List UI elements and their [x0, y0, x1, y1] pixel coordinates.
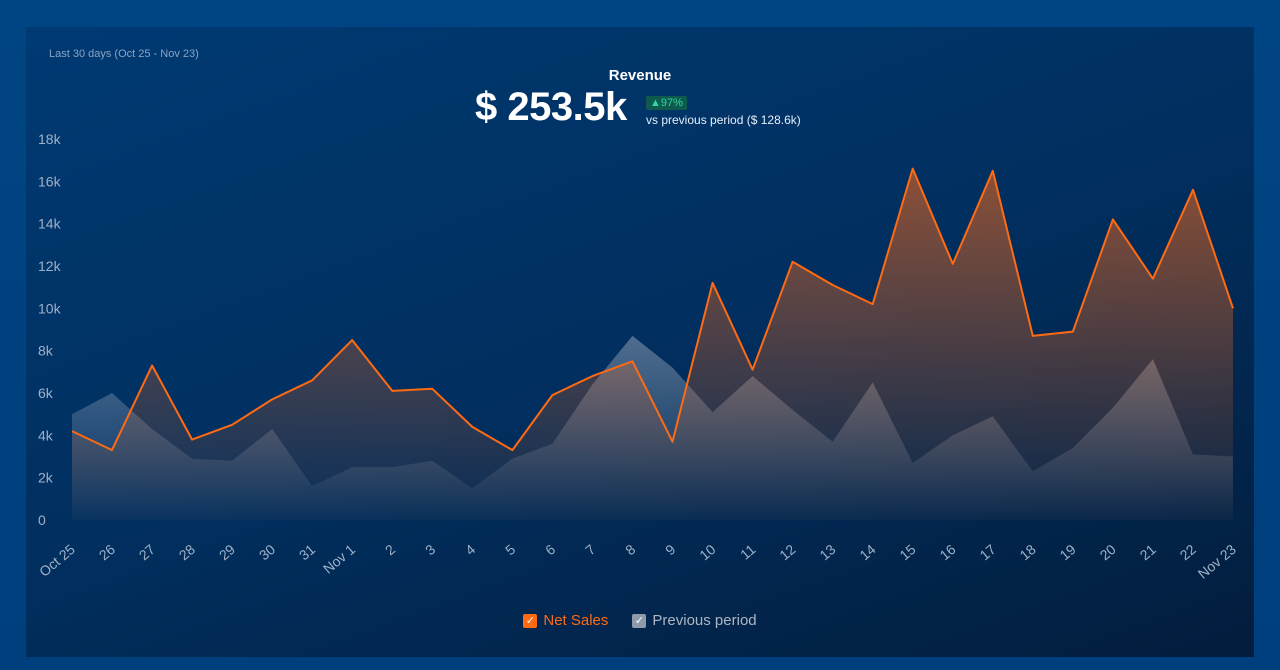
y-tick-label: 8k	[38, 343, 54, 359]
x-tick-label: Nov 1	[320, 541, 358, 577]
y-tick-label: 4k	[38, 427, 54, 443]
x-tick-label: 10	[696, 541, 718, 563]
legend-previous-period[interactable]: ✓ Previous period	[632, 612, 757, 629]
y-tick-label: 12k	[38, 258, 62, 274]
x-tick-label: 26	[96, 541, 118, 563]
x-tick-label: 11	[737, 541, 759, 563]
x-tick-label: Nov 23	[1195, 541, 1239, 582]
x-tick-label: 18	[1017, 541, 1039, 563]
widget-title: Revenue	[608, 67, 672, 84]
previous-period-checkbox[interactable]: ✓	[632, 613, 647, 628]
x-tick-label: 3	[422, 541, 438, 558]
y-tick-label: 18k	[38, 131, 62, 147]
x-tick-label: 7	[582, 541, 598, 558]
comparison-text: vs previous period ($ 128.6k)	[646, 113, 801, 127]
y-tick-label: 0	[38, 512, 46, 528]
previous-period-label: Previous period	[652, 612, 757, 629]
chart-legend: ✓ Net Sales ✓ Previous period	[26, 612, 1254, 629]
x-tick-label: 4	[462, 541, 478, 558]
x-tick-label: 29	[216, 541, 238, 563]
net-sales-area	[72, 168, 1233, 520]
x-tick-label: 20	[1097, 541, 1119, 563]
x-tick-label: 28	[176, 541, 198, 563]
revenue-total: $ 253.5k	[475, 85, 627, 129]
x-tick-label: 16	[936, 541, 958, 563]
x-tick-label: 14	[856, 541, 878, 563]
x-tick-label: 8	[622, 541, 638, 558]
x-tick-label: 21	[1137, 541, 1159, 563]
net-sales-label: Net Sales	[543, 612, 609, 629]
x-tick-label: 13	[816, 541, 838, 563]
x-tick-label: 6	[542, 541, 558, 558]
y-tick-label: 10k	[38, 300, 62, 316]
net-sales-checkbox[interactable]: ✓	[523, 613, 538, 628]
y-tick-label: 16k	[38, 173, 62, 189]
y-tick-label: 2k	[38, 470, 54, 486]
x-tick-label: 5	[502, 541, 518, 558]
x-tick-label: 15	[896, 541, 918, 563]
x-tick-label: 31	[296, 541, 318, 563]
x-tick-label: Oct 25	[36, 541, 78, 580]
legend-net-sales[interactable]: ✓ Net Sales	[523, 612, 608, 629]
x-tick-label: 19	[1057, 541, 1079, 563]
x-tick-label: 12	[776, 541, 798, 563]
y-tick-label: 6k	[38, 385, 54, 401]
y-axis: 0 2k 4k 6k 8k 10k 12k 14k 16k 18k	[38, 131, 62, 528]
x-tick-label: 17	[977, 541, 999, 563]
x-tick-label: 22	[1177, 541, 1199, 563]
date-range-label: Last 30 days (Oct 25 - Nov 23)	[49, 48, 199, 60]
revenue-widget: Last 30 days (Oct 25 - Nov 23) Revenue $…	[26, 27, 1254, 657]
x-tick-label: 30	[256, 541, 278, 563]
net-sales-line	[71, 167, 1234, 452]
x-axis: Oct 25 26 27 28 29 30 31 Nov 1 2 3 4 5 6 7 8 9 10 11 12 13 1…	[36, 541, 1239, 582]
x-tick-label: 2	[382, 541, 398, 558]
x-tick-label: 9	[662, 541, 678, 558]
y-tick-label: 14k	[38, 216, 62, 232]
x-tick-label: 27	[136, 541, 158, 563]
change-badge: ▲97%	[646, 96, 687, 110]
